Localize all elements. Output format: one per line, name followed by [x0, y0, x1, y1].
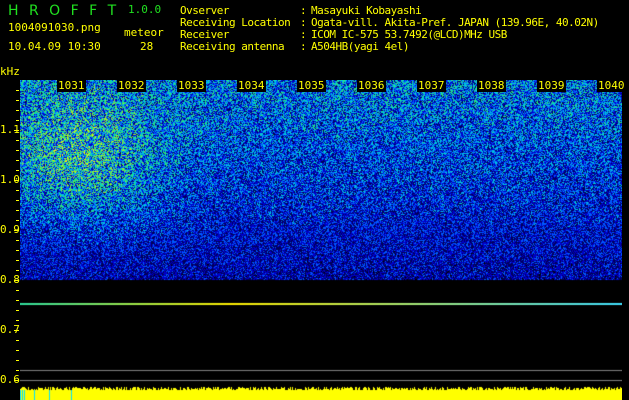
y-minor-tick [16, 170, 19, 171]
time-label: 1039 [537, 79, 566, 92]
y-minor-tick [16, 380, 19, 381]
time-label: 1036 [357, 79, 386, 92]
y-minor-tick [16, 360, 19, 361]
time-label: 1034 [237, 79, 266, 92]
time-label: 1038 [477, 79, 506, 92]
y-tick-label: 0.8 [0, 273, 20, 286]
y-minor-tick [16, 300, 19, 301]
app-version: 1.0.0 [128, 3, 162, 16]
time-label: 1035 [297, 79, 326, 92]
info-value: Masayuki Kobayashi [311, 4, 422, 17]
info-label: Receiving Location [180, 16, 291, 29]
y-minor-tick [16, 320, 19, 321]
info-colon: : [300, 40, 307, 53]
y-minor-tick [16, 200, 19, 201]
info-value: ICOM IC-575 53.7492(@LCD)MHz USB [311, 28, 507, 41]
file-datetime: 10.04.09 10:30 [8, 40, 101, 53]
y-unit-label: kHz [0, 65, 20, 78]
spectrogram [20, 80, 622, 400]
y-tick-label: 0.6 [0, 373, 20, 386]
info-value: A504HB(yagi 4el) [311, 40, 409, 53]
y-minor-tick [16, 240, 19, 241]
y-minor-tick [16, 130, 19, 131]
info-label: Receiving antenna [180, 40, 285, 53]
meteor-count: 28 [140, 40, 154, 53]
y-tick-label: 1.1 [0, 123, 20, 136]
y-minor-tick [16, 250, 19, 251]
y-minor-tick [16, 100, 19, 101]
y-minor-tick [16, 310, 19, 311]
y-minor-tick [16, 260, 19, 261]
info-label: Receiver [180, 28, 229, 41]
info-colon: : [300, 4, 307, 17]
y-minor-tick [16, 160, 19, 161]
y-minor-tick [16, 90, 19, 91]
y-minor-tick [16, 220, 19, 221]
y-minor-tick [16, 340, 19, 341]
info-colon: : [300, 28, 307, 41]
time-label: 1033 [177, 79, 206, 92]
y-minor-tick [16, 230, 19, 231]
y-minor-tick [16, 350, 19, 351]
time-label: 1032 [117, 79, 146, 92]
time-label: 1037 [417, 79, 446, 92]
info-colon: : [300, 16, 307, 29]
meteor-label: meteor [124, 26, 164, 39]
y-minor-tick [16, 120, 19, 121]
y-minor-tick [16, 180, 19, 181]
y-tick-label: 0.7 [0, 323, 20, 336]
file-name: 1004091030.png [8, 21, 101, 34]
info-label: Ovserver [180, 4, 229, 17]
y-minor-tick [16, 110, 19, 111]
y-minor-tick [16, 210, 19, 211]
time-label: 1031 [57, 79, 86, 92]
y-minor-tick [16, 140, 19, 141]
time-label: 1040 [597, 79, 626, 92]
y-tick-label: 0.9 [0, 223, 20, 236]
app-title: H R O F F T [8, 3, 120, 19]
y-minor-tick [16, 270, 19, 271]
y-minor-tick [16, 190, 19, 191]
y-minor-tick [16, 330, 19, 331]
y-minor-tick [16, 370, 19, 371]
y-minor-tick [16, 290, 19, 291]
y-minor-tick [16, 150, 19, 151]
y-tick-label: 1.0 [0, 173, 20, 186]
y-minor-tick [16, 280, 19, 281]
info-value: Ogata-vill. Akita-Pref. JAPAN (139.96E, … [311, 16, 599, 29]
